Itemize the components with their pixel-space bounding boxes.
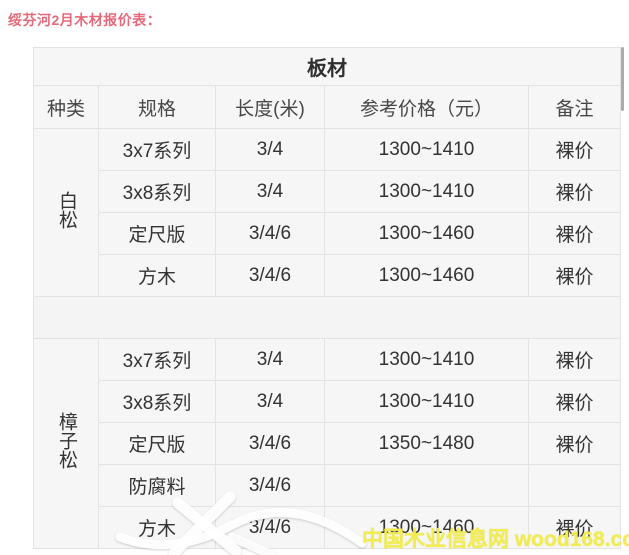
- species-cell-baisong: 白松: [33, 128, 99, 297]
- table-row: 定尺版 3/4/6 1300~1460 裸价: [34, 212, 622, 255]
- page-title: 绥芬河2月木材报价表：: [8, 12, 162, 28]
- length-cell: 3/4: [215, 170, 325, 213]
- price-cell: [324, 464, 529, 507]
- price-cell: 1300~1410: [324, 128, 529, 171]
- note-cell: 裸价: [527, 506, 622, 549]
- length-cell: 3/4/6: [215, 506, 325, 549]
- table-header-row: 种类 规格 长度(米) 参考价格（元） 备注: [33, 85, 622, 129]
- col-header-spec: 规格: [98, 85, 216, 129]
- note-cell: 裸价: [527, 380, 622, 423]
- spec-cell: 方木: [98, 506, 216, 549]
- length-cell: 3/4/6: [215, 254, 325, 297]
- price-cell: 1300~1460: [324, 254, 529, 297]
- col-header-note: 备注: [527, 85, 622, 129]
- length-cell: 3/4: [215, 380, 325, 423]
- spec-cell: 3x8系列: [98, 170, 216, 213]
- species-label: 白松: [55, 190, 77, 229]
- species-label: 樟子松: [55, 412, 77, 469]
- note-cell: 裸价: [527, 170, 622, 213]
- species-cell-zhangzisong: 樟子松: [33, 338, 99, 549]
- table-caption-row: 板材: [32, 47, 622, 86]
- table-caption: 板材: [32, 47, 622, 86]
- note-cell: 裸价: [527, 212, 622, 255]
- note-cell: 裸价: [527, 254, 622, 297]
- section-spacer-row: [32, 296, 622, 339]
- table-row: 方木 3/4/6 1300~1460 裸价: [34, 254, 622, 297]
- col-header-price: 参考价格（元）: [324, 85, 529, 129]
- price-cell: 1300~1460: [324, 212, 529, 255]
- length-cell: 3/4: [215, 338, 325, 381]
- spec-cell: 3x7系列: [98, 338, 216, 381]
- spec-cell: 定尺版: [98, 422, 216, 465]
- note-cell: 裸价: [527, 338, 622, 381]
- price-table: 板材 种类 规格 长度(米) 参考价格（元） 备注 白松 3x7系列 3/4 1…: [32, 47, 622, 549]
- table-row: 3x8系列 3/4 1300~1410 裸价: [34, 380, 622, 423]
- scrollbar-fragment[interactable]: [621, 47, 624, 111]
- spacer-cell: [32, 296, 622, 339]
- table-row: 白松 3x7系列 3/4 1300~1410 裸价: [33, 128, 622, 297]
- col-header-length: 长度(米): [215, 85, 325, 129]
- spec-cell: 3x7系列: [98, 128, 216, 171]
- length-cell: 3/4/6: [215, 464, 325, 507]
- spec-cell: 方木: [98, 254, 216, 297]
- table-row: 定尺版 3/4/6 1350~1480 裸价: [34, 422, 622, 465]
- note-cell: 裸价: [527, 422, 622, 465]
- length-cell: 3/4/6: [215, 212, 325, 255]
- spec-cell: 定尺版: [98, 212, 216, 255]
- spec-cell: 3x8系列: [98, 380, 216, 423]
- table-row: 防腐料 3/4/6: [34, 464, 622, 507]
- price-cell: 1300~1410: [324, 170, 529, 213]
- col-header-species: 种类: [33, 85, 99, 129]
- spec-cell: 防腐料: [98, 464, 216, 507]
- length-cell: 3/4: [215, 128, 325, 171]
- price-cell: 1350~1480: [324, 422, 529, 465]
- length-cell: 3/4/6: [215, 422, 325, 465]
- table-row: 樟子松 3x7系列 3/4 1300~1410 裸价: [33, 338, 622, 549]
- table-row: 3x8系列 3/4 1300~1410 裸价: [34, 170, 622, 213]
- price-cell: 1300~1410: [324, 380, 529, 423]
- note-cell: [527, 464, 622, 507]
- site-watermark: 中国木业信息网 wood168.cc: [362, 528, 629, 551]
- price-cell: 1300~1410: [324, 338, 529, 381]
- note-cell: 裸价: [527, 128, 622, 171]
